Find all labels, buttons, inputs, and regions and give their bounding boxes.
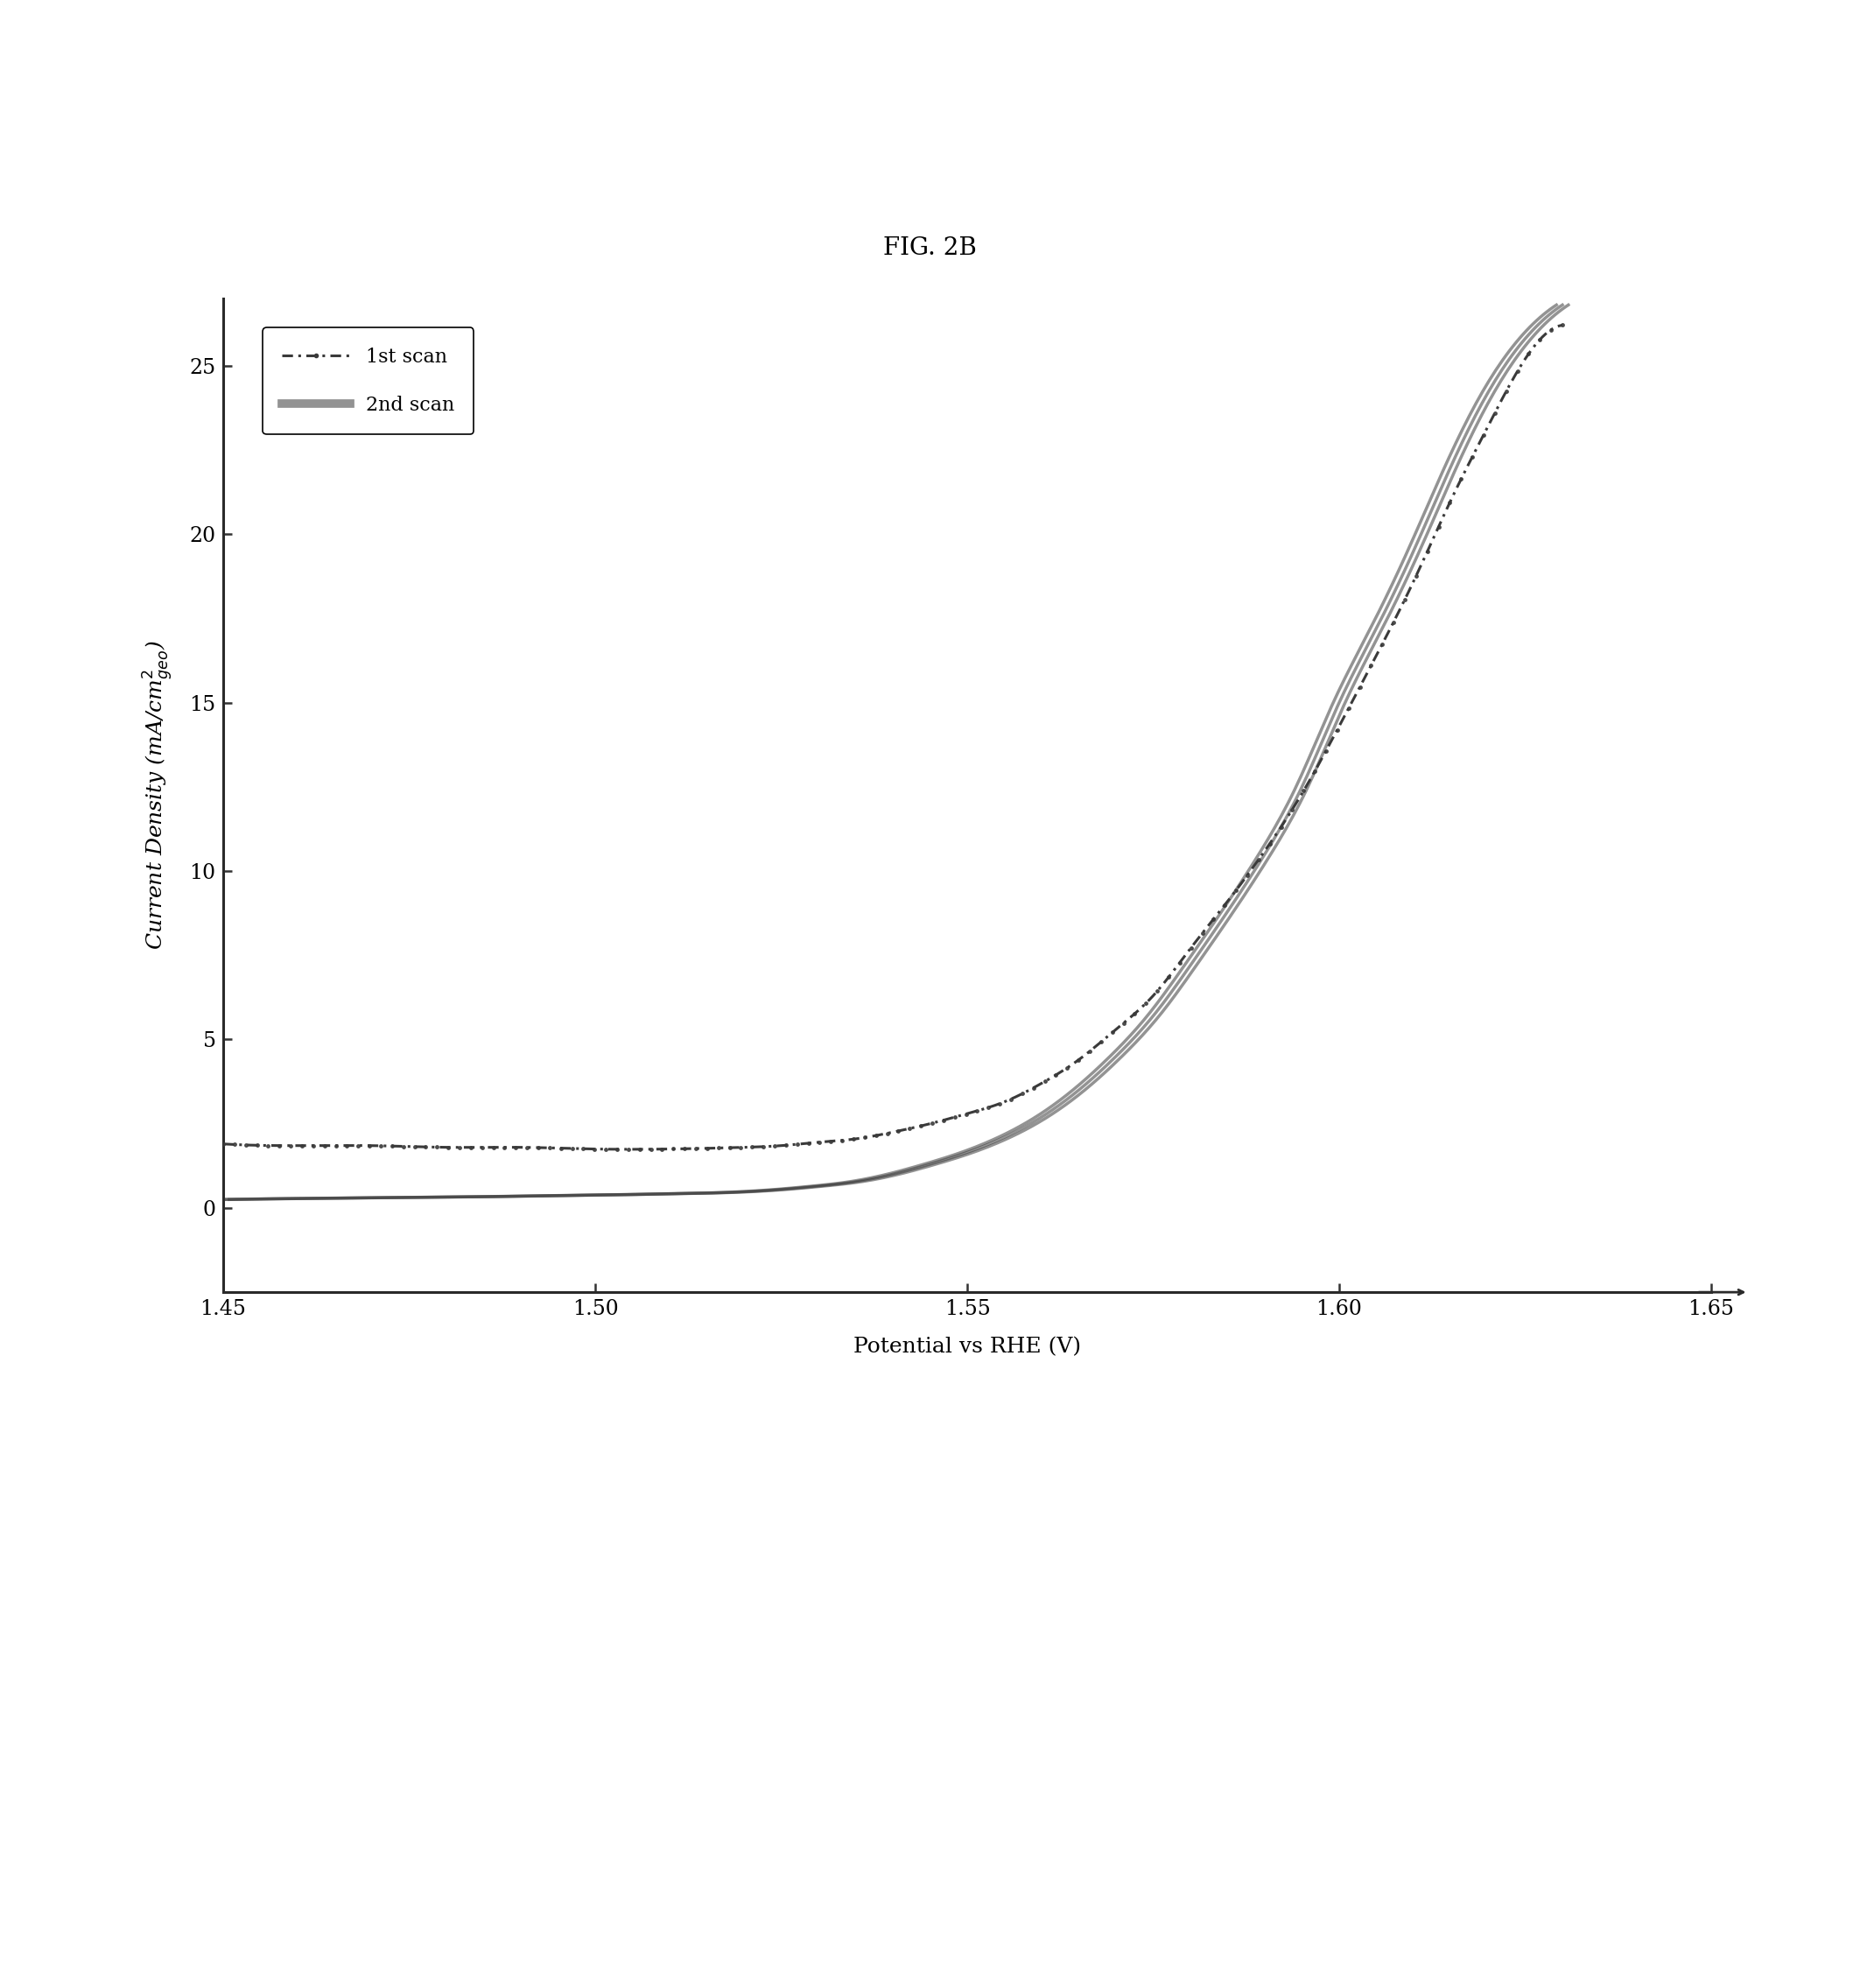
Text: FIG. 2B: FIG. 2B	[884, 237, 976, 260]
Legend: 1st scan, 2nd scan: 1st scan, 2nd scan	[262, 328, 474, 435]
Y-axis label: Current Density (mA/cm$^2_{geo}$): Current Density (mA/cm$^2_{geo}$)	[141, 640, 175, 950]
X-axis label: Potential vs RHE (V): Potential vs RHE (V)	[854, 1336, 1081, 1356]
